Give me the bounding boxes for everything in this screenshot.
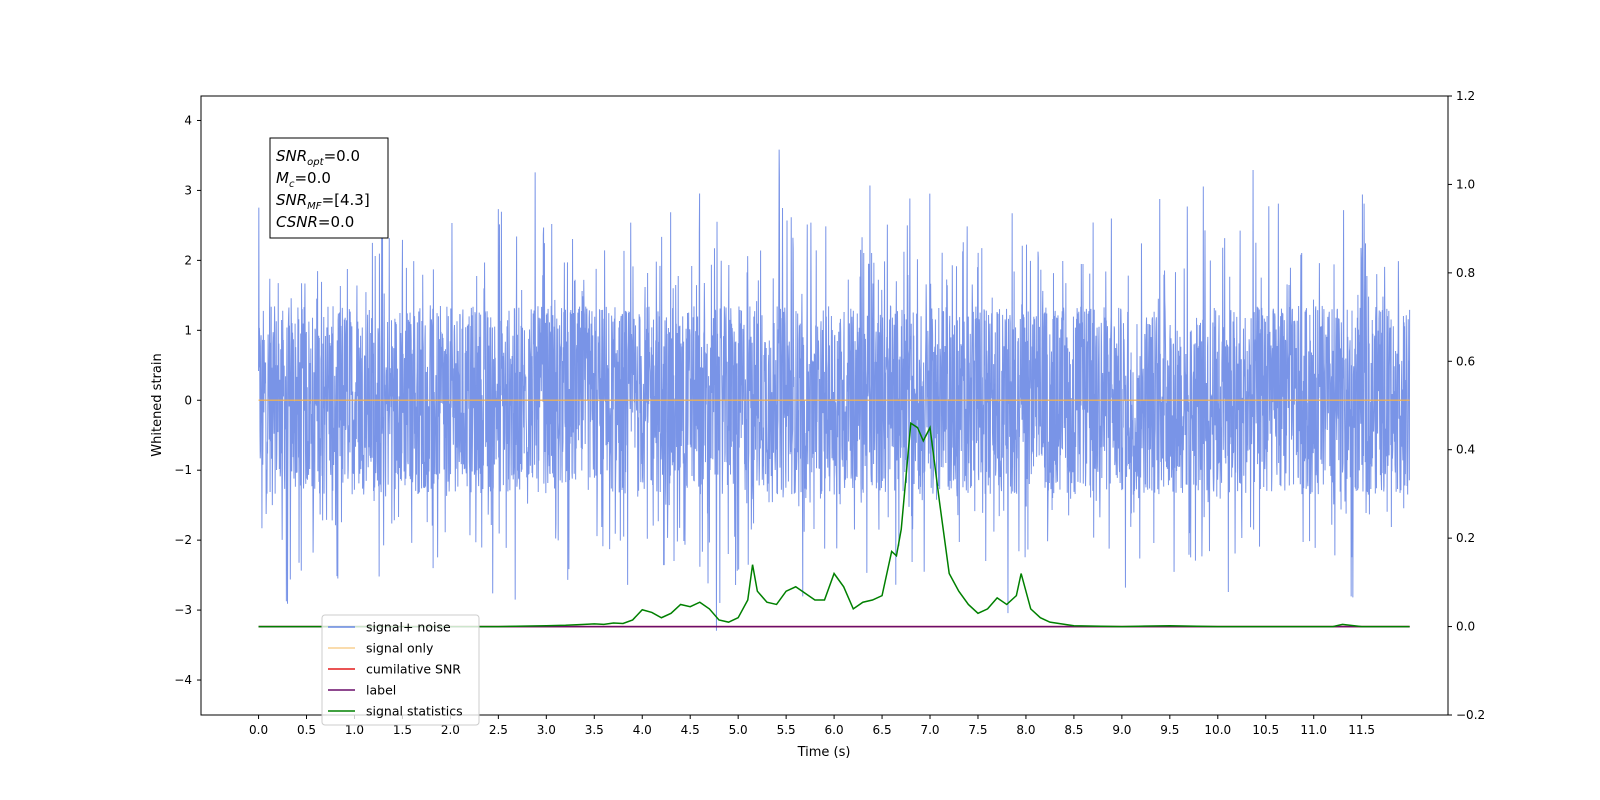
legend-label: cumilative SNR	[366, 662, 461, 677]
x-tick-label: 10.5	[1252, 723, 1279, 737]
y2-tick-label: 0.0	[1456, 620, 1475, 634]
x-tick-label: 2.0	[441, 723, 460, 737]
y2-tick-label: 0.4	[1456, 443, 1475, 457]
info-box-symbol: CSNR	[276, 213, 318, 231]
series-signal-noise-line	[258, 149, 1411, 631]
x-tick-label: 3.5	[585, 723, 604, 737]
y-tick-label: 4	[184, 113, 192, 127]
y-tick-label: 2	[184, 253, 192, 267]
y-tick-label: −1	[174, 463, 192, 477]
y-tick-label: −2	[174, 533, 192, 547]
y-tick-label: 0	[184, 393, 192, 407]
x-tick-label: 9.5	[1160, 723, 1179, 737]
x-tick-label: 0.0	[249, 723, 268, 737]
info-box-subscript: MF	[307, 201, 322, 212]
info-box-line: CSNR=0.0	[276, 213, 354, 231]
x-tick-label: 6.0	[825, 723, 844, 737]
y-tick-label: −3	[174, 603, 192, 617]
x-tick-label: 1.0	[345, 723, 364, 737]
x-tick-label: 5.5	[777, 723, 796, 737]
y2-tick-label: 0.2	[1456, 531, 1475, 545]
info-box-line: Mc=0.0	[276, 169, 331, 190]
info-box-subscript: opt	[307, 157, 324, 168]
x-tick-label: 4.5	[681, 723, 700, 737]
info-box-subscript: c	[289, 179, 295, 190]
info-box-value: =[4.3]	[322, 191, 370, 209]
x-tick-label: 4.0	[633, 723, 652, 737]
y2-tick-label: −0.2	[1456, 708, 1485, 722]
legend-label: label	[366, 683, 396, 698]
x-tick-label: 1.5	[393, 723, 412, 737]
x-tick-label: 8.0	[1016, 723, 1035, 737]
y-axis-label: Whitened strain	[150, 353, 165, 456]
info-box-symbol: SNR	[276, 191, 307, 209]
info-box-line: SNRMF=[4.3]	[276, 191, 370, 212]
info-box-frame	[269, 137, 389, 239]
info-box-line: SNRopt=0.0	[276, 147, 360, 168]
y2-tick-label: 1.0	[1456, 177, 1475, 191]
y-tick-label: 3	[184, 183, 192, 197]
x-axis-label: Time (s)	[797, 745, 851, 760]
axis-ticks: 0.0 0.5 1.0 1.5 2.0 2.5 3.0 3.5 4.0 4.5 5.0 5.5 6.0 6…	[174, 89, 1485, 737]
info-box-value: =0.0	[318, 213, 354, 231]
info-box-value: =0.0	[294, 169, 330, 187]
x-tick-label: 8.5	[1064, 723, 1083, 737]
info-box-symbol: SNR	[276, 147, 307, 165]
y2-tick-label: 1.2	[1456, 89, 1475, 103]
info-box-symbol: M	[276, 169, 289, 187]
legend-frame	[321, 614, 480, 726]
info-box-value: =0.0	[324, 147, 360, 165]
x-tick-label: 7.5	[968, 723, 987, 737]
legend-label: signal+ noise	[366, 620, 451, 635]
x-tick-label: 2.5	[489, 723, 508, 737]
x-tick-label: 5.0	[729, 723, 748, 737]
series-signal-statistics-line	[258, 421, 1410, 628]
legend-label: signal only	[366, 641, 434, 656]
x-tick-label: 9.0	[1112, 723, 1131, 737]
x-tick-label: 0.5	[297, 723, 316, 737]
x-tick-label: 3.0	[537, 723, 556, 737]
y2-tick-label: 0.6	[1456, 354, 1475, 368]
legend: signal+ noise signal only cumilative SNR la…	[321, 614, 480, 726]
x-tick-label: 6.5	[873, 723, 892, 737]
y-tick-label: −4	[174, 673, 192, 687]
y-tick-label: 1	[184, 323, 192, 337]
x-tick-label: 10.0	[1204, 723, 1231, 737]
y2-tick-label: 0.8	[1456, 266, 1475, 280]
legend-label: signal statistics	[366, 704, 463, 719]
x-tick-label: 7.0	[920, 723, 939, 737]
x-tick-label: 11.5	[1348, 723, 1375, 737]
x-tick-label: 11.0	[1300, 723, 1327, 737]
plot-frame	[200, 95, 1449, 716]
